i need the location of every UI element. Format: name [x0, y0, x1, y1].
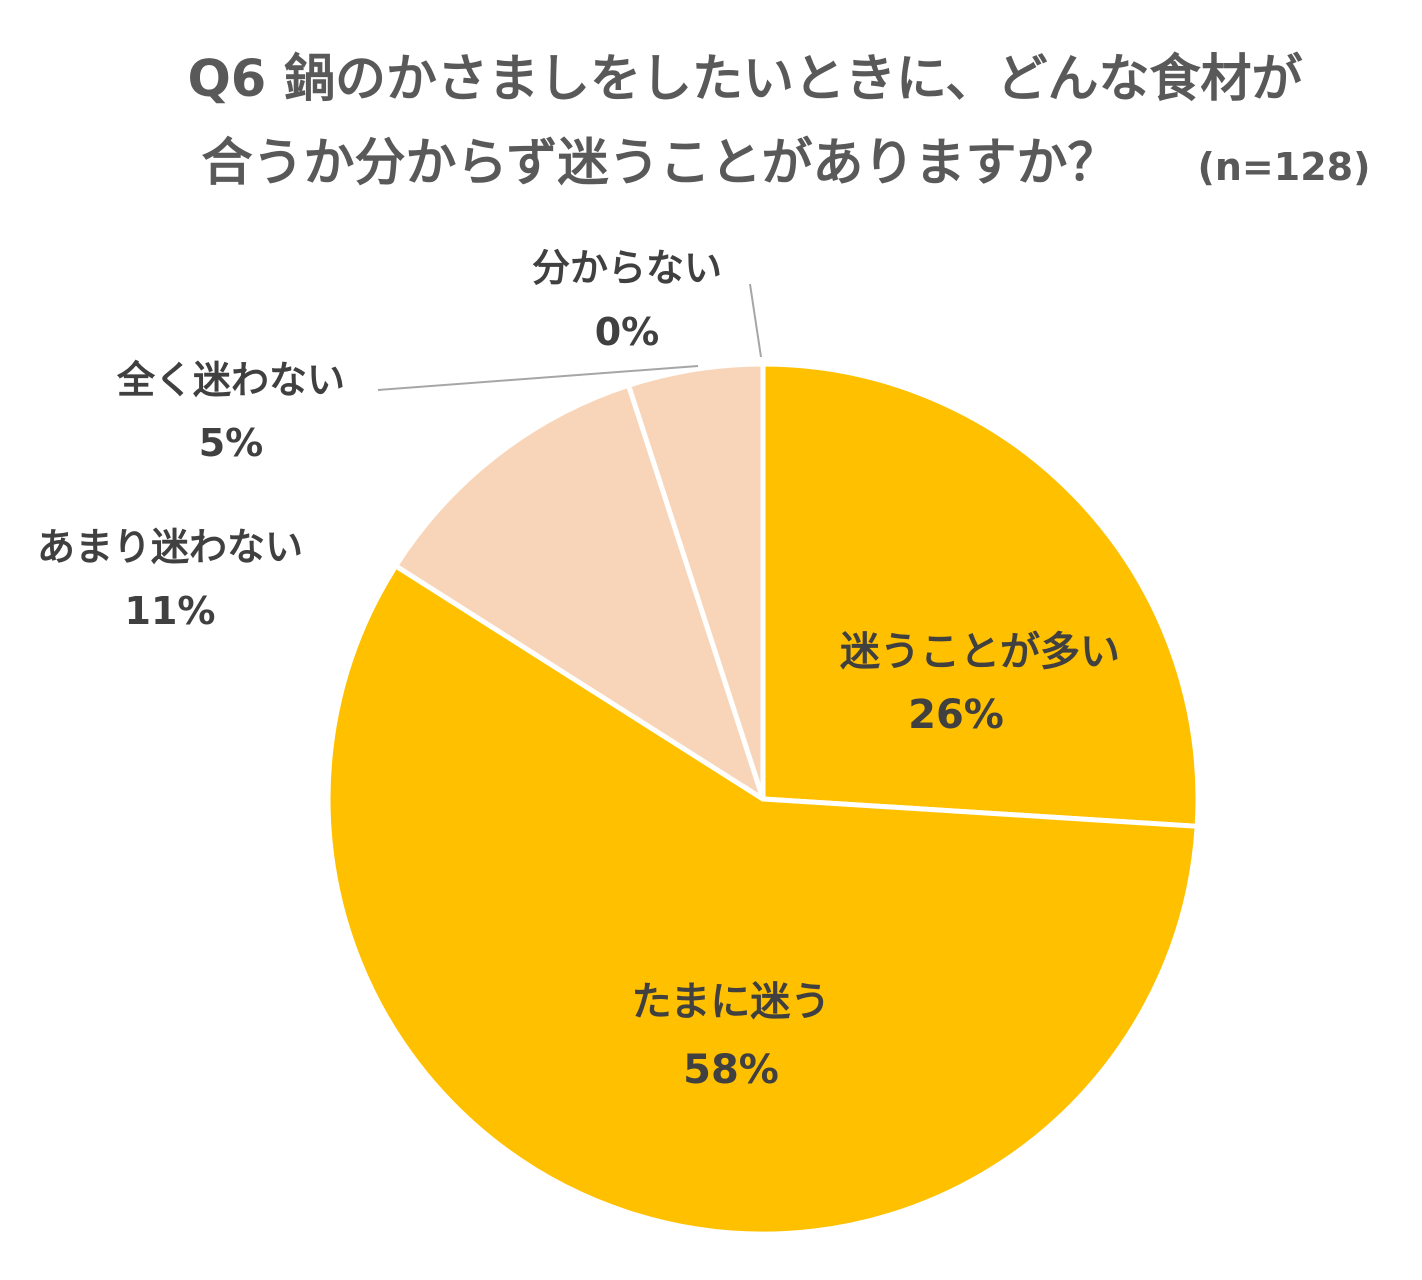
slice-label-name-3: 全く迷わない	[116, 358, 345, 402]
pie-slice-1	[325, 563, 1200, 1237]
pie-slice-0	[760, 361, 1201, 829]
chart-title-line1: Q6 鍋のかさましをしたいときに、どんな食材が	[187, 50, 1302, 109]
slice-label-value-3: 5%	[199, 421, 264, 465]
slice-labels: 迷うことが多い 26% たまに迷う 58% あまり迷わない 11% 全く迷わない…	[37, 246, 1120, 1093]
slice-label-value-2: 11%	[125, 589, 216, 633]
slice-label-name-0: 迷うことが多い	[840, 629, 1120, 675]
leader-line-zenzen	[377, 365, 699, 391]
pie-slices	[325, 361, 1201, 1237]
chart-title-line2: 合うか分からず迷うことがありますか？	[202, 134, 1119, 193]
slice-label-value-0: 26%	[908, 692, 1004, 738]
leader-line-wakaranai	[749, 283, 762, 358]
sample-size-label: (n=128)	[1198, 145, 1371, 189]
leader-lines	[377, 283, 762, 391]
slice-label-name-4: 分からない	[532, 246, 722, 290]
slice-label-name-2: あまり迷わない	[37, 525, 303, 569]
pie-slice-3	[626, 361, 766, 802]
slice-label-name-1: たまに迷う	[632, 979, 831, 1025]
pie-slice-2	[393, 382, 766, 802]
slice-label-value-1: 58%	[683, 1047, 779, 1093]
slice-label-value-4: 0%	[595, 310, 660, 354]
